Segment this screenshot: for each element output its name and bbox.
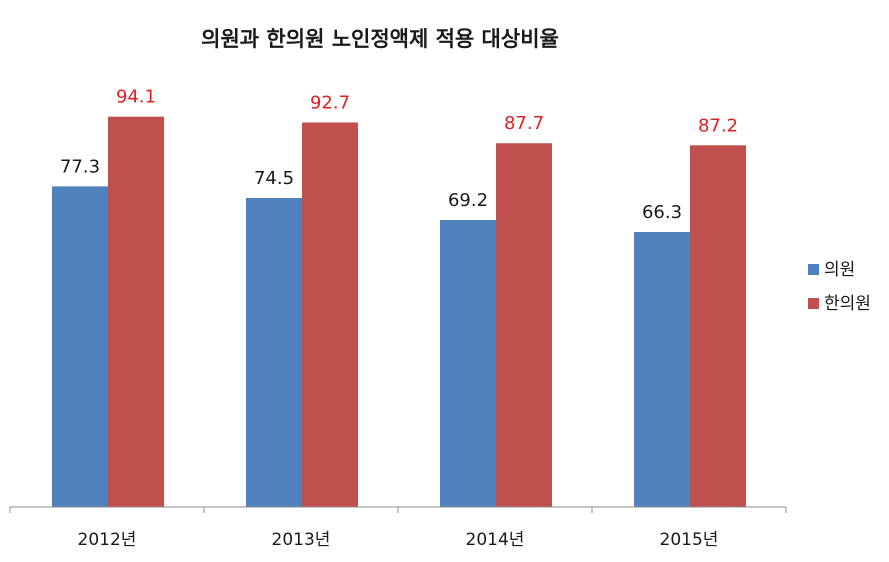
bar-한의원-2015년 — [690, 145, 746, 507]
bar-의원-2015년 — [634, 231, 690, 507]
bars-group — [52, 116, 746, 507]
legend-swatch-한의원 — [808, 298, 819, 309]
data-label-한의원-2014년: 87.7 — [504, 113, 544, 134]
x-tick-label: 2013년 — [272, 530, 331, 550]
x-tick-label: 2014년 — [466, 530, 525, 550]
bar-한의원-2012년 — [108, 116, 164, 507]
legend-label-한의원: 한의원 — [824, 294, 871, 314]
bar-의원-2013년 — [246, 197, 302, 507]
bar-한의원-2013년 — [302, 122, 358, 507]
x-tick-label: 2015년 — [660, 530, 719, 550]
data-label-의원-2014년: 69.2 — [448, 190, 488, 211]
x-axis: 2012년 2013년 2014년 2015년 — [9, 506, 787, 550]
chart-title: 의원과 한의원 노인정액제 적용 대상비율 — [201, 27, 559, 51]
data-labels-group: 77.3 94.1 74.5 92.7 69.2 87.7 66.3 87.2 — [60, 87, 738, 223]
data-label-한의원-2012년: 94.1 — [116, 87, 156, 108]
bar-의원-2012년 — [52, 186, 108, 507]
data-label-의원-2012년: 77.3 — [60, 156, 100, 177]
x-tick-label: 2012년 — [78, 530, 137, 550]
legend-swatch-의원 — [808, 264, 819, 275]
legend-label-의원: 의원 — [824, 260, 855, 280]
data-label-의원-2013년: 74.5 — [254, 168, 294, 189]
data-label-한의원-2013년: 92.7 — [310, 92, 350, 113]
data-label-의원-2015년: 66.3 — [642, 202, 682, 223]
data-label-한의원-2015년: 87.2 — [698, 115, 738, 136]
bar-의원-2014년 — [440, 219, 496, 507]
bar-한의원-2014년 — [496, 143, 552, 507]
